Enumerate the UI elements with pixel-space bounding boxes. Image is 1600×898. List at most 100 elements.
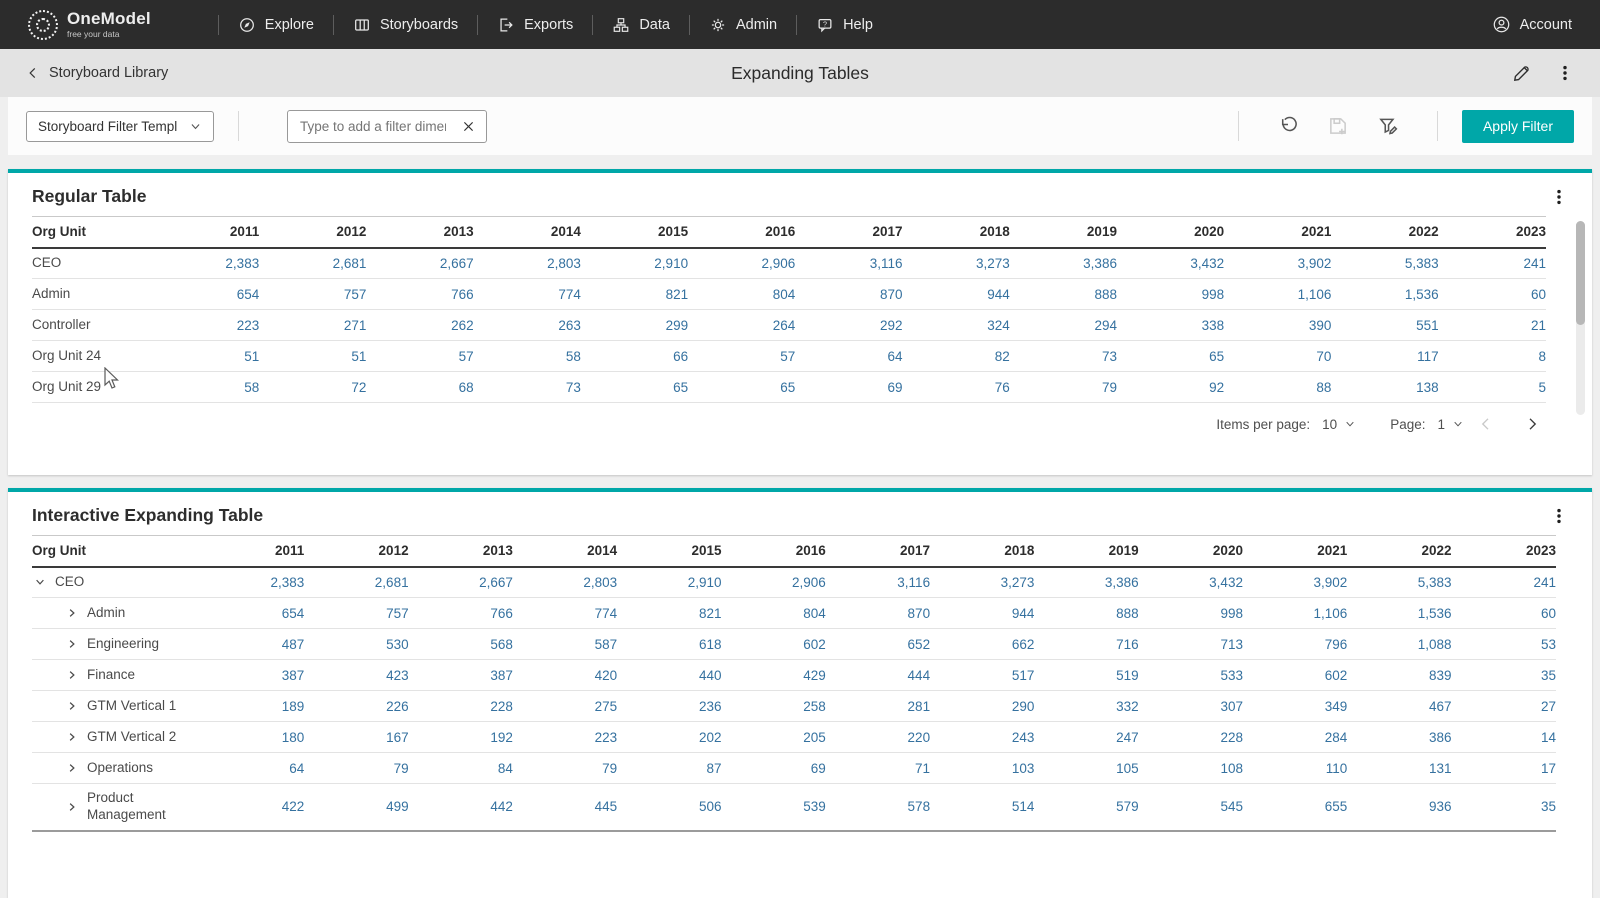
value-cell: 944 [902,278,1010,310]
nav-divider [796,14,798,35]
regular-table-card: Regular Table Org Unit 2011 2012 2013 2014 20… [8,169,1592,475]
value-cell: 387 [408,659,513,691]
value-cell: 2,906 [688,247,796,279]
nav-item-admin[interactable]: Admin [709,16,777,34]
org-unit-cell: Admin [32,278,152,310]
kebab-menu-icon[interactable] [1550,506,1568,526]
nav-item-exports[interactable]: Exports [497,16,573,34]
value-cell: 69 [795,371,903,403]
next-page-icon[interactable] [1524,416,1540,432]
value-cell: 766 [408,597,513,629]
value-cell: 774 [512,597,618,629]
value-cell: 716 [1034,628,1139,660]
nav-item-storyboards[interactable]: Storyboards [353,16,458,34]
column-header-year: 2019 [1034,535,1139,568]
nav-item-data[interactable]: Data [612,16,670,34]
value-cell: 757 [304,597,409,629]
undo-icon[interactable] [1277,115,1299,137]
value-cell: 888 [1009,278,1117,310]
items-per-page-select[interactable]: 10 [1322,417,1356,432]
value-cell: 870 [795,278,903,310]
table-row[interactable]: Operations 64 79 84 79 87 69 71 103 105 108 110 131 1… [32,752,1556,784]
nav-label: Exports [524,16,574,33]
org-unit-cell: Product Management [32,783,200,832]
brand-name: OneModel [67,9,151,29]
table-row[interactable]: CEO 2,383 2,681 2,667 2,803 2,910 2,906 3,116 3,… [32,566,1556,598]
expand-chevron-icon[interactable] [66,669,78,681]
nav-label: Admin [735,16,778,33]
table-row[interactable]: Engineering 487 530 568 587 618 602 652 662 716 71… [32,628,1556,660]
org-unit-label: Engineering [87,635,160,651]
filter-dimension-input[interactable] [298,117,448,135]
previous-page-icon [1478,416,1494,432]
clear-input-icon[interactable] [461,119,476,134]
value-cell: 223 [512,721,618,753]
nav-label: Storyboards [379,16,459,33]
expand-chevron-icon[interactable] [66,638,78,650]
value-cell: 290 [930,690,1035,722]
value-cell: 1,106 [1224,278,1332,310]
apply-filter-button[interactable]: Apply Filter [1461,109,1574,143]
expand-chevron-icon[interactable] [66,801,78,813]
help-icon: ? [816,16,834,34]
org-unit-label: Product Management [87,790,166,822]
value-cell: 138 [1331,371,1439,403]
value-cell: 226 [304,690,409,722]
table-row[interactable]: Finance 387 423 387 420 440 429 444 517 519 533 602… [32,659,1556,691]
value-cell: 338 [1116,309,1225,341]
table-row[interactable]: GTM Vertical 2 180 167 192 223 202 205 220 243 24… [32,721,1556,753]
kebab-menu-icon[interactable] [1556,63,1574,83]
vertical-scrollbar[interactable] [1576,221,1585,415]
page-select[interactable]: 1 [1437,417,1464,432]
chevron-down-icon [1346,421,1354,427]
expand-chevron-icon[interactable] [66,762,78,774]
value-cell: 8 [1438,340,1546,372]
collapse-chevron-icon[interactable] [34,576,46,588]
value-cell: 713 [1138,628,1243,660]
nav-item-help[interactable]: ? Help [816,16,873,34]
card-title: Regular Table [32,186,147,206]
value-cell: 79 [304,752,409,784]
exports-icon [497,16,515,34]
value-cell: 68 [366,371,474,403]
org-unit-label: Controller [32,316,91,332]
value-cell: 3,386 [1009,247,1117,279]
value-cell: 3,902 [1242,566,1348,598]
value-cell: 228 [408,690,513,722]
column-header-year: 2015 [580,216,689,249]
value-cell: 241 [1438,247,1546,279]
table-row[interactable]: Product Management 422 499 442 445 506 539 578 5… [32,783,1556,832]
value-cell: 3,273 [930,566,1035,598]
kebab-menu-icon[interactable] [1550,187,1568,207]
scrollbar-thumb[interactable] [1576,221,1585,325]
expand-chevron-icon[interactable] [66,607,78,619]
storyboard-filter-template-select[interactable]: Storyboard Filter Templ [26,110,214,142]
filter-edit-icon[interactable] [1377,115,1399,137]
expand-chevron-icon[interactable] [66,731,78,743]
value-cell: 1,536 [1331,278,1439,310]
nav-item-explore[interactable]: Explore [238,16,314,34]
onemodel-logo[interactable]: OneModel free your data [28,9,151,40]
value-cell: 332 [1034,690,1139,722]
table-row[interactable]: Admin 654 757 766 774 821 804 870 944 888 998 1,106… [32,597,1556,629]
toolbar-divider [1237,111,1239,141]
org-unit-label: GTM Vertical 2 [87,728,177,744]
expand-chevron-icon[interactable] [66,700,78,712]
value-cell: 51 [259,340,367,372]
account-menu[interactable]: Account [1492,15,1572,34]
value-cell: 65 [1116,340,1225,372]
value-cell: 517 [930,659,1035,691]
value-cell: 307 [1138,690,1243,722]
table-header-row: Org Unit 2011 2012 2013 2014 2015 2016 2017 2018… [32,535,1556,568]
value-cell: 3,116 [795,247,903,279]
org-unit-cell: Controller [32,309,152,341]
value-cell: 71 [825,752,931,784]
table-row[interactable]: GTM Vertical 1 189 226 228 275 236 258 281 290 33… [32,690,1556,722]
value-cell: 189 [200,690,305,722]
value-cell: 88 [1224,371,1332,403]
value-cell: 578 [825,783,931,832]
edit-pencil-icon[interactable] [1511,63,1532,84]
table-row: Controller 223 271 262 263 299 264 292 324 294 338… [32,309,1546,341]
value-cell: 57 [366,340,474,372]
back-to-storyboard-library[interactable]: Storyboard Library [26,65,168,81]
